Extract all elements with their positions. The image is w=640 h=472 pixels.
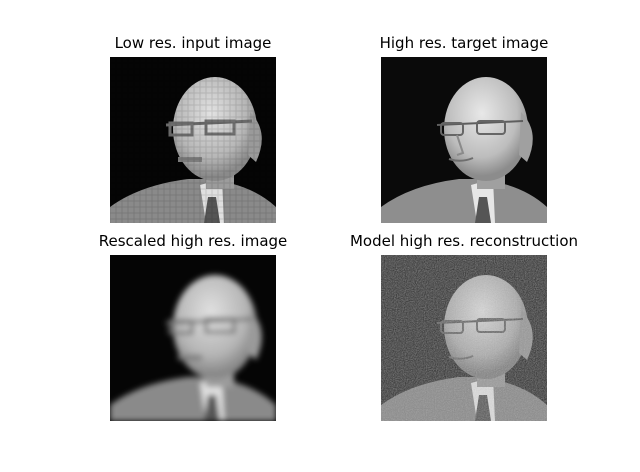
low-res-input-image bbox=[110, 57, 276, 223]
panel-title: Low res. input image bbox=[114, 34, 272, 52]
panel-title: High res. target image bbox=[379, 34, 549, 52]
model-reconstruction-image bbox=[381, 255, 547, 421]
panel-title: Rescaled high res. image bbox=[98, 232, 288, 250]
panel-title: Model high res. reconstruction bbox=[349, 232, 579, 250]
rescaled-high-res-image bbox=[110, 255, 276, 421]
high-res-target-image bbox=[381, 57, 547, 223]
